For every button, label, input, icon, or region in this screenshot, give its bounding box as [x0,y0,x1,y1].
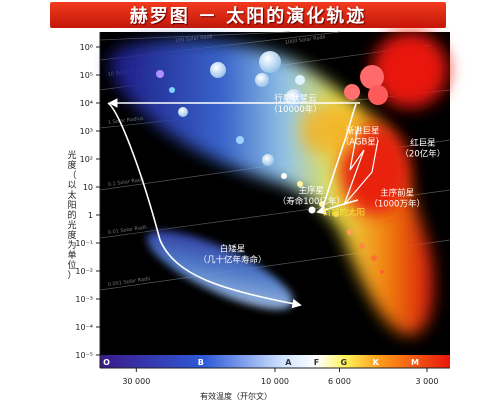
x-tick-label: 3 000 [416,377,439,386]
spectral-class-label: O [103,358,110,367]
y-tick-label: 10⁶ [80,43,93,52]
y-axis-title-char: 度 [67,159,76,171]
star-marker [178,107,188,117]
y-axis-title-char: 为 [67,239,76,251]
y-axis-title-char: （ [67,170,76,181]
star-marker [297,181,303,187]
sun-marker [308,206,316,214]
y-axis-title-char: ） [67,270,76,281]
x-axis: 30 000 10 000 6 000 3 000 [100,367,450,386]
spectral-class-label: A [285,358,292,367]
spectral-class-label: F [314,358,319,367]
y-tick-label: 10⁻³ [75,295,93,304]
annotation-sublabel: （20亿年） [400,149,445,160]
y-axis-title-char: 位 [67,259,76,271]
star-marker [255,73,269,87]
y-tick-label: 10⁻¹ [75,239,93,248]
red-supergiants-region [372,32,448,108]
star-marker [359,243,365,249]
star-marker [262,154,274,166]
y-axis-title-char: 光 [67,219,76,231]
radius-label: 0.1 Solar Radii [107,177,144,188]
radius-label: 0.01 Solar Radii [107,225,147,236]
y-tick-label: 10⁻⁵ [75,351,93,360]
track-loop [343,125,379,206]
annotation-label: 渐进巨星 [345,126,379,137]
annotation-sublabel: （寿命100亿年） [278,196,345,207]
annotations: 行星状星云（10000年） 渐进巨星（AGB星） 红巨星（20亿年） 主序星（寿命10… [199,93,446,266]
annotation-label: 主序星 [299,185,325,196]
star-marker [210,62,226,78]
annotation-label: 主序前星 [380,187,414,198]
annotation-sublabel: （10000年） [269,104,322,115]
star-marker [236,136,244,144]
title-banner: 赫罗图 － 太阳的演化轨迹 [50,2,446,28]
y-tick-label: 10⁻² [75,267,93,276]
red-giants-region [340,125,410,215]
y-axis-title-char: 光 [67,149,76,161]
radius-label: 0.001 Solar Radii [107,276,150,288]
star-marker [169,87,175,93]
star-marker [259,51,281,73]
star-marker [368,85,388,105]
x-tick-label: 30 000 [122,377,150,386]
star-markers [156,51,388,274]
radius-label: 1000 Solar Radii [284,34,325,46]
star-marker [281,173,287,179]
radius-line-1000 [99,31,291,41]
spectral-class-label: M [411,358,419,367]
track-red-giant-branch [321,103,357,211]
y-tick-label: 10² [80,155,93,164]
y-axis-title-char: 太 [67,189,76,201]
y-axis-title-char: 度 [67,229,76,241]
annotation-label: 行星状星云 [274,93,317,104]
annotation-label: 目前的太阳 [323,207,366,218]
star-marker [295,75,305,85]
y-axis: 10⁶ 10⁵ 10⁴ 10³ 10² 10 1 10⁻¹ 10⁻² 10⁻³ 10⁻⁴ 10⁻⁵ [75,32,101,368]
radius-label: 1 Solar Radius [108,116,145,126]
spectral-bar [100,355,450,368]
star-marker [347,229,353,235]
star-marker [156,70,164,78]
y-tick-label: 10⁻⁴ [75,323,93,332]
spectral-class-label: K [373,358,380,367]
y-axis-title-char: 阳 [67,200,76,211]
y-axis-title-char: 的 [67,209,76,221]
y-tick-label: 1 [88,211,93,220]
y-tick-label: 10 [83,183,93,192]
chart-title: 赫罗图 － 太阳的演化轨迹 [129,6,367,27]
annotation-sublabel: （AGB星） [341,137,385,148]
y-tick-label: 10⁴ [80,99,93,108]
radius-label: 100 Solar Radii [175,34,213,44]
x-tick-label: 6 000 [328,377,351,386]
star-marker [333,211,339,217]
annotation-sublabel: （几十亿年寿命） [199,254,267,265]
y-axis-title-char: 以 [67,181,76,191]
star-marker [360,65,384,89]
track-white-dwarf-cooling [107,102,302,309]
agb-region [300,105,360,155]
x-axis-title: 有效温度（开尔文） [200,391,272,401]
star-marker [371,255,377,261]
spectral-class-label: G [340,358,347,367]
x-tick-label: 10 000 [261,377,289,386]
star-marker [380,270,384,274]
annotation-label: 白矮星 [220,243,246,254]
annotation-label: 红巨星 [410,138,436,149]
y-tick-label: 10⁵ [80,71,93,80]
track-pre-main-sequence [316,199,359,215]
y-tick-label: 10³ [80,127,93,136]
annotation-sublabel: （1000万年） [369,198,425,209]
spectral-class-label: B [198,358,204,367]
white-dwarf-region [146,230,294,310]
evolution-track [107,98,379,309]
star-marker [344,84,360,100]
y-axis-title-char: 单 [67,249,76,261]
